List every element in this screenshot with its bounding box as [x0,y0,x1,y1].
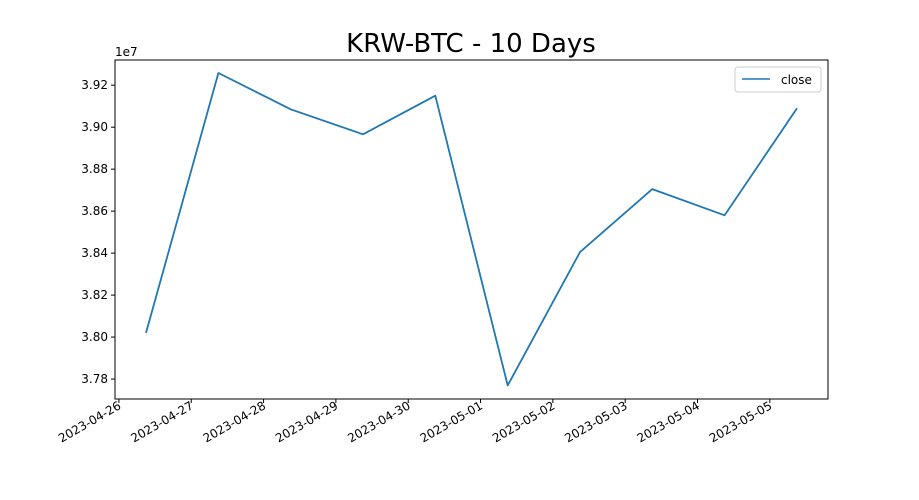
y-tick-label: 3.80 [81,330,108,344]
y-tick-label: 3.86 [81,204,108,218]
x-tick-label: 2023-05-05 [707,398,774,445]
x-tick-label: 2023-04-29 [273,398,340,445]
axes-ticks: 3.78 3.80 3.82 3.84 3.86 3.88 3.90 3.92 2023-04-… [56,78,774,445]
x-tick-label: 2023-04-27 [128,398,195,445]
y-tick-label: 3.92 [81,78,108,92]
x-tick-label: 2023-05-04 [635,398,702,445]
plot-area-frame [114,59,829,400]
x-tick-label: 2023-05-02 [490,398,557,445]
y-tick-label: 3.84 [81,246,108,260]
y-tick-label: 3.88 [81,162,108,176]
x-tick-label: 2023-05-01 [418,398,485,445]
series-line-close [145,72,798,387]
x-tick-label: 2023-05-03 [562,398,629,445]
legend: close [734,66,822,93]
x-tick-label: 2023-04-28 [201,398,268,445]
y-tick-label: 3.78 [81,372,108,386]
legend-label-close: close [781,73,812,87]
y-tick-label: 3.90 [81,120,108,134]
chart-title: KRW-BTC - 10 Days [346,29,596,59]
y-axis-offset-label: 1e7 [115,45,138,59]
x-tick-label: 2023-04-26 [56,398,123,445]
series-layer [145,72,798,387]
y-tick-label: 3.82 [81,288,108,302]
x-tick-label: 2023-04-30 [345,398,412,445]
legend-box [734,66,822,93]
